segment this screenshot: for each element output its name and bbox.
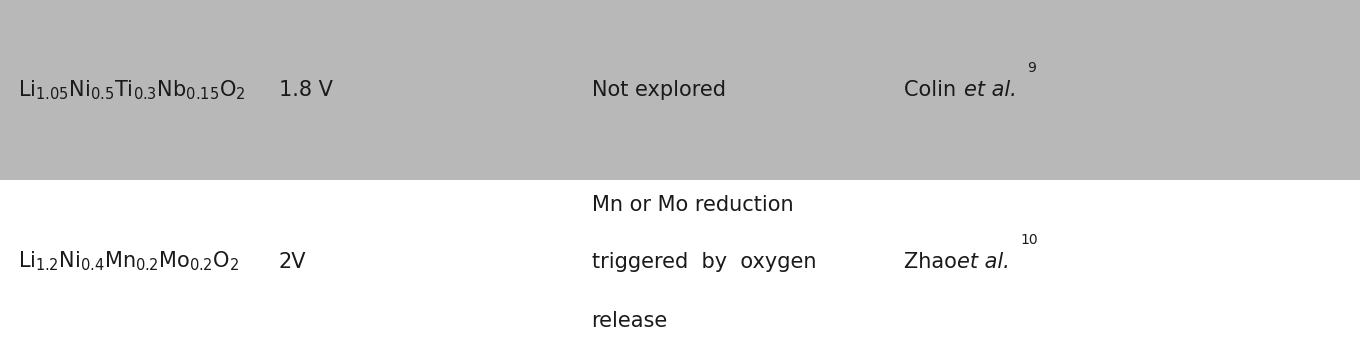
Text: 1.8 V: 1.8 V [279,80,333,100]
Text: Zhao: Zhao [904,252,964,271]
Text: Mn or Mo reduction: Mn or Mo reduction [592,195,793,216]
Text: 10: 10 [1020,233,1038,247]
Text: triggered  by  oxygen: triggered by oxygen [592,252,816,271]
Text: Not explored: Not explored [592,80,726,100]
Text: release: release [592,311,668,331]
Text: 2V: 2V [279,252,306,271]
Text: 9: 9 [1027,61,1036,75]
Text: Li$_{1.2}$Ni$_{0.4}$Mn$_{0.2}$Mo$_{0.2}$O$_{2}$: Li$_{1.2}$Ni$_{0.4}$Mn$_{0.2}$Mo$_{0.2}$… [18,250,239,273]
Text: et al.: et al. [957,252,1010,271]
FancyBboxPatch shape [0,0,1360,180]
Text: Colin: Colin [904,80,963,100]
Text: Li$_{1.05}$Ni$_{0.5}$Ti$_{0.3}$Nb$_{0.15}$O$_{2}$: Li$_{1.05}$Ni$_{0.5}$Ti$_{0.3}$Nb$_{0.15… [18,78,245,102]
Text: et al.: et al. [964,80,1017,100]
